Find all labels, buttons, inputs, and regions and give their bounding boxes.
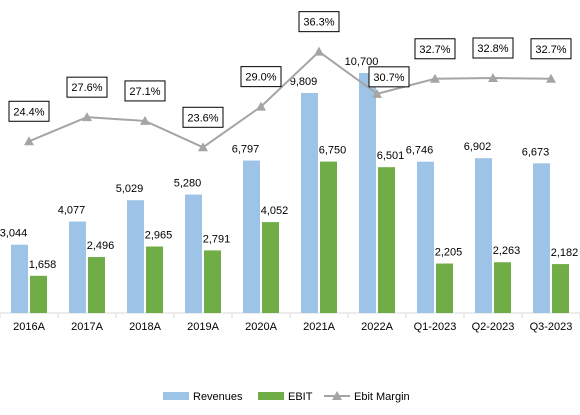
ebit-margin-label-box [124,80,166,102]
ebit-margin-data-label: 27.6% [71,82,102,94]
revenue-data-label: 3,044 [0,228,27,240]
ebit-bar [552,264,569,313]
ebit-margin-label-box [240,66,282,88]
ebit-bar [146,246,163,313]
revenue-data-label: 10,700 [345,56,379,68]
revenue-bar [301,92,318,313]
revenue-bar [69,221,86,313]
revenue-data-label: 5,280 [174,178,202,190]
x-tick-label: Q2-2023 [472,321,515,333]
ebit-margin-marker [140,115,150,125]
ebit-data-label: 2,205 [435,247,463,259]
ebit-margin-label-box [8,100,50,122]
revenue-data-label: 6,797 [232,144,260,156]
ebit-bar [494,262,511,313]
revenue-bar [533,163,550,313]
ebit-margin-line [28,50,552,149]
revenue-data-label: 5,029 [116,183,144,195]
ebit-margin-marker [488,73,498,83]
legend-label-revenues: Revenues [193,391,243,403]
ebit-margin-data-label: 29.0% [245,72,276,84]
ebit-data-label: 2,496 [87,240,115,252]
ebit-margin-label-box [298,11,340,33]
ebit-margin-marker [24,136,34,146]
revenue-data-label: 4,077 [58,205,86,217]
revenue-bar [185,194,202,313]
ebit-data-label: 2,263 [493,245,521,257]
legend-swatch-ebit-margin-marker [332,391,342,400]
revenue-data-label: 6,746 [406,145,434,157]
ebit-data-label: 2,965 [145,229,173,241]
ebit-margin-marker [372,88,382,98]
x-tick-label: 2022A [361,321,393,333]
x-tick-label: 2019A [187,321,219,333]
ebit-margin-marker [256,101,266,111]
ebit-bar [262,222,279,313]
ebit-margin-data-label: 32.7% [535,44,566,56]
revenue-data-label: 9,809 [290,76,318,88]
ebit-bar [30,275,47,313]
ebit-margin-data-label: 36.3% [303,17,334,29]
ebit-margin-label-box [414,38,456,60]
ebit-margin-data-label: 32.8% [477,43,508,55]
ebit-data-label: 6,750 [319,145,347,157]
legend-swatch-revenues [163,392,189,400]
ebit-data-label: 4,052 [261,205,289,217]
ebit-margin-marker [430,73,440,83]
ebit-bar [88,257,105,313]
revenue-data-label: 6,902 [464,141,492,153]
revenue-bar [243,160,260,313]
ebit-data-label: 1,658 [29,259,57,271]
revenue-bar [11,244,28,313]
legend-swatch-ebit [258,392,284,400]
x-tick-label: 2017A [71,321,103,333]
ebit-data-label: 2,182 [551,247,579,259]
revenue-bar [417,161,434,313]
revenue-bar [475,158,492,313]
x-tick-label: 2020A [245,321,277,333]
ebit-margin-marker [198,142,208,152]
ebit-data-label: 6,501 [377,150,405,162]
ebit-margin-label-box [530,38,572,60]
x-tick-label: Q1-2023 [414,321,457,333]
x-tick-label: 2018A [129,321,161,333]
x-tick-label: 2021A [303,321,335,333]
ebit-margin-marker [82,112,92,122]
legend-label-ebit-margin: Ebit Margin [354,391,410,403]
ebit-margin-label-box [472,37,514,59]
ebit-margin-data-label: 23.6% [187,112,218,124]
ebit-margin-data-label: 32.7% [419,44,450,56]
ebit-margin-marker [314,46,324,56]
ebit-margin-label-box [368,66,410,88]
ebit-margin-label-box [182,106,224,128]
ebit-margin-label-box [66,76,108,98]
ebit-bar [320,161,337,313]
ebit-bar [436,263,453,313]
legend-label-ebit: EBIT [288,391,313,403]
revenue-bar [127,200,144,313]
ebit-margin-data-label: 24.4% [13,106,44,118]
ebit-data-label: 2,791 [203,233,231,245]
ebit-margin-data-label: 27.1% [129,86,160,98]
ebit-bar [204,250,221,313]
ebit-margin-data-label: 30.7% [373,72,404,84]
x-tick-label: 2016A [13,321,45,333]
revenue-data-label: 6,673 [522,146,550,158]
ebit-margin-marker [546,73,556,83]
revenue-bar [359,73,376,313]
x-tick-label: Q3-2023 [530,321,573,333]
ebit-bar [378,167,395,313]
